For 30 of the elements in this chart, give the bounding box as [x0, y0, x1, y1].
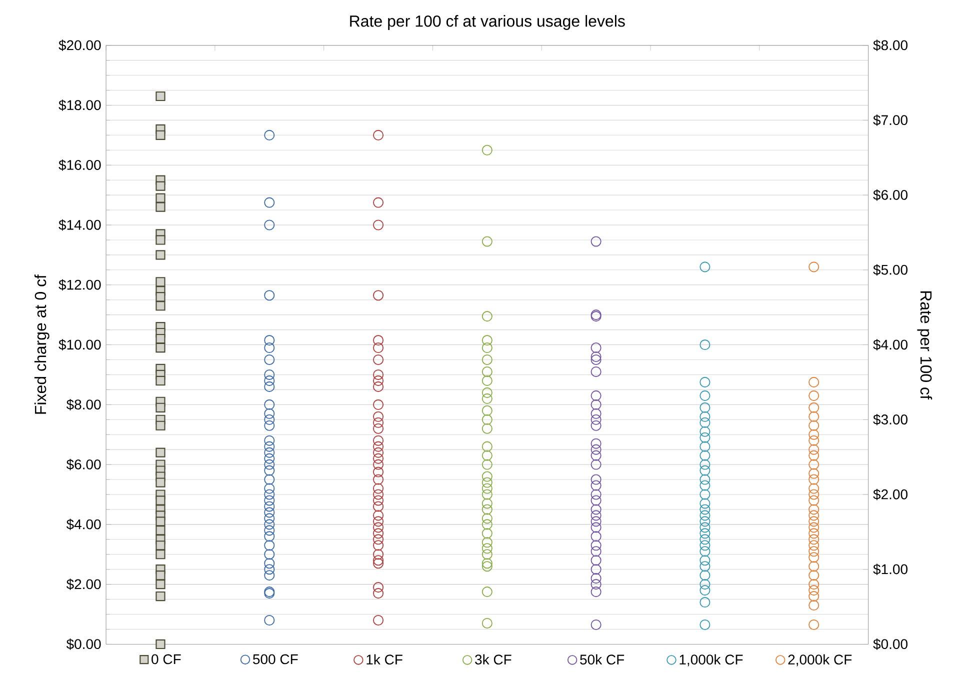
- y2-tick-label: $2.00: [873, 488, 908, 500]
- x-tick-label: 50k CF: [580, 654, 624, 664]
- y-tick-label: $10.00: [58, 339, 101, 350]
- x-tick-label: 1k CF: [366, 654, 402, 664]
- chart-title: Rate per 100 cf at various usage levels: [350, 14, 625, 30]
- y2-tick-label: $7.00: [873, 114, 908, 126]
- x-tick-label: 2,000k CF: [788, 654, 852, 666]
- x-tick-label: 0 CF: [152, 654, 181, 664]
- y2-tick-label: $1.00: [873, 564, 908, 575]
- y2-tick-label: $4.00: [873, 339, 908, 350]
- y2-tick-label: $0.00: [873, 638, 908, 650]
- y2-tick-label: $5.00: [873, 264, 908, 276]
- x-tick-label: 3k CF: [475, 654, 512, 664]
- y-tick-label: $0.00: [66, 638, 101, 650]
- y-tick-label: $18.00: [58, 99, 101, 111]
- y-tick-label: $8.00: [66, 398, 101, 410]
- y2-tick-label: $3.00: [873, 414, 908, 426]
- x-tick-label: 500 CF: [253, 654, 298, 664]
- y-tick-label: $12.00: [58, 279, 101, 290]
- y2-tick-label: $8.00: [873, 40, 908, 51]
- y-tick-label: $16.00: [58, 159, 101, 171]
- y-tick-label: $2.00: [66, 578, 101, 590]
- y-tick-label: $4.00: [66, 518, 101, 530]
- x-tick-label: 1,000k CF: [680, 654, 743, 666]
- y-axis-title: Fixed charge at 0 cf: [34, 274, 50, 414]
- y-tick-label: $6.00: [66, 458, 101, 470]
- y-tick-label: $20.00: [58, 40, 101, 51]
- y-tick-label: $14.00: [58, 219, 101, 231]
- y2-axis-title: Rate per 100 cf: [917, 291, 932, 400]
- y2-tick-label: $6.00: [873, 189, 908, 201]
